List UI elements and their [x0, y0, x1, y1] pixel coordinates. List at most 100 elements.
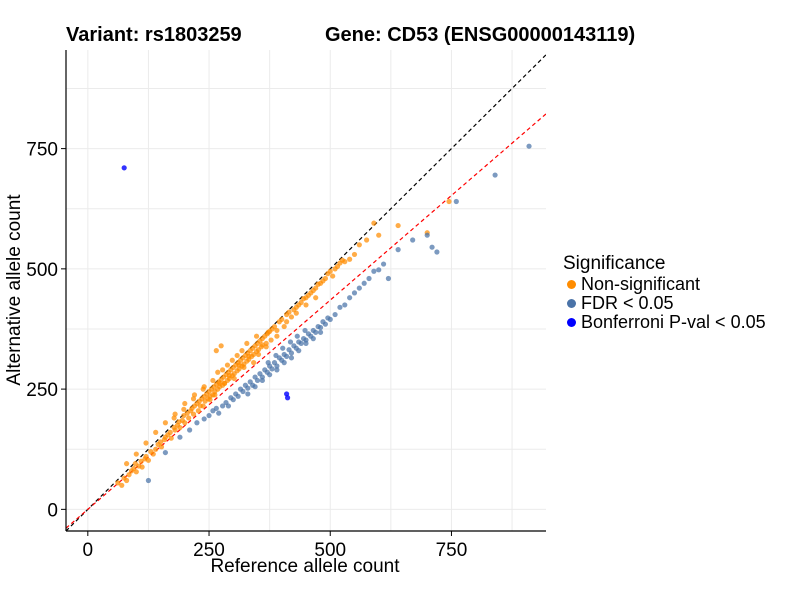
- point-non-significant: [226, 373, 232, 379]
- y-axis-label: Alternative allele count: [4, 194, 25, 386]
- point-non-significant: [342, 259, 348, 265]
- point-fdr-0-05: [526, 143, 532, 149]
- reference-lines: [66, 54, 546, 531]
- point-non-significant: [172, 411, 178, 417]
- point-fdr-0-05: [274, 363, 280, 369]
- point-non-significant: [288, 314, 295, 320]
- x-tick-label: 250: [193, 540, 225, 561]
- point-non-significant: [371, 220, 377, 226]
- y-tick-label: 500: [26, 260, 58, 281]
- point-non-significant: [167, 429, 173, 435]
- point-non-significant: [153, 429, 159, 435]
- point-non-significant: [182, 420, 188, 426]
- point-fdr-0-05: [313, 329, 319, 335]
- point-fdr-0-05: [361, 280, 367, 286]
- point-fdr-0-05: [269, 366, 275, 372]
- point-non-significant: [221, 380, 228, 386]
- point-fdr-0-05: [453, 198, 459, 205]
- point-non-significant: [181, 406, 187, 412]
- point-non-significant: [177, 424, 183, 431]
- point-non-significant: [213, 348, 219, 354]
- legend-item-fdr: FDR < 0.05: [563, 294, 766, 313]
- point-fdr-0-05: [317, 329, 324, 335]
- point-fdr-0-05: [273, 352, 279, 359]
- point-non-significant: [220, 367, 226, 373]
- point-bonferroni-p-val-0-05: [121, 165, 127, 171]
- point-fdr-0-05: [288, 350, 295, 356]
- point-non-significant: [322, 275, 328, 282]
- point-non-significant: [446, 198, 452, 205]
- point-non-significant: [274, 333, 280, 339]
- point-fdr-0-05: [303, 340, 309, 347]
- point-non-significant: [330, 273, 336, 279]
- point-fdr-0-05: [310, 336, 316, 342]
- point-non-significant: [190, 411, 197, 417]
- point-fdr-0-05: [380, 261, 387, 267]
- point-fdr-0-05: [356, 285, 362, 291]
- y-tick-label: 0: [47, 500, 58, 521]
- point-non-significant: [218, 343, 224, 349]
- point-bonferroni-p-val-0-05: [284, 395, 291, 401]
- point-fdr-0-05: [302, 327, 308, 334]
- point-fdr-0-05: [265, 360, 271, 366]
- point-fdr-0-05: [298, 340, 304, 347]
- gene-title: Gene: CD53 (ENSG00000143119): [325, 24, 636, 46]
- legend: Significance Non-significant FDR < 0.05 …: [563, 252, 766, 332]
- point-non-significant: [327, 268, 333, 274]
- point-non-significant: [351, 251, 358, 258]
- identity-reference-line: [66, 54, 546, 531]
- point-non-significant: [150, 451, 156, 457]
- point-fdr-0-05: [145, 477, 152, 484]
- point-fdr-0-05: [410, 237, 416, 243]
- point-fdr-0-05: [245, 385, 251, 391]
- y-tick-label: 750: [26, 140, 58, 161]
- point-non-significant: [143, 440, 149, 446]
- point-non-significant: [186, 415, 192, 421]
- point-non-significant: [229, 357, 235, 363]
- point-fdr-0-05: [220, 403, 226, 409]
- point-non-significant: [133, 451, 139, 457]
- point-non-significant: [259, 342, 265, 348]
- point-non-significant: [168, 435, 174, 441]
- point-fdr-0-05: [296, 348, 302, 354]
- point-non-significant: [313, 295, 319, 301]
- point-fdr-0-05: [240, 388, 246, 395]
- point-non-significant: [236, 362, 242, 368]
- point-fdr-0-05: [294, 333, 300, 339]
- point-non-significant: [279, 316, 285, 322]
- point-non-significant: [212, 392, 218, 398]
- point-fdr-0-05: [254, 377, 261, 384]
- point-fdr-0-05: [213, 405, 219, 411]
- legend-dot-icon: [567, 280, 576, 289]
- legend-dot-icon: [567, 299, 576, 308]
- point-fdr-0-05: [288, 355, 295, 361]
- point-non-significant: [115, 480, 121, 486]
- point-non-significant: [313, 285, 319, 291]
- point-non-significant: [255, 351, 262, 358]
- point-fdr-0-05: [317, 324, 324, 331]
- point-fdr-0-05: [267, 372, 273, 378]
- point-non-significant: [207, 397, 213, 403]
- point-non-significant: [231, 375, 237, 382]
- point-non-significant: [271, 323, 278, 330]
- legend-title: Significance: [563, 253, 666, 274]
- point-non-significant: [182, 400, 188, 407]
- legend-label: Bonferroni P-val < 0.05: [581, 312, 766, 332]
- point-non-significant: [263, 344, 269, 350]
- point-fdr-0-05: [235, 393, 241, 399]
- x-tick-label: 0: [83, 540, 94, 561]
- point-non-significant: [210, 377, 216, 384]
- point-fdr-0-05: [177, 434, 183, 440]
- point-non-significant: [139, 464, 145, 470]
- point-fdr-0-05: [284, 353, 290, 359]
- point-non-significant: [265, 329, 271, 335]
- point-non-significant: [364, 237, 370, 243]
- point-non-significant: [162, 420, 168, 426]
- point-non-significant: [253, 333, 260, 339]
- point-non-significant: [201, 384, 207, 390]
- point-non-significant: [281, 323, 287, 330]
- point-fdr-0-05: [366, 275, 372, 282]
- point-non-significant: [356, 242, 362, 248]
- point-fdr-0-05: [225, 403, 232, 409]
